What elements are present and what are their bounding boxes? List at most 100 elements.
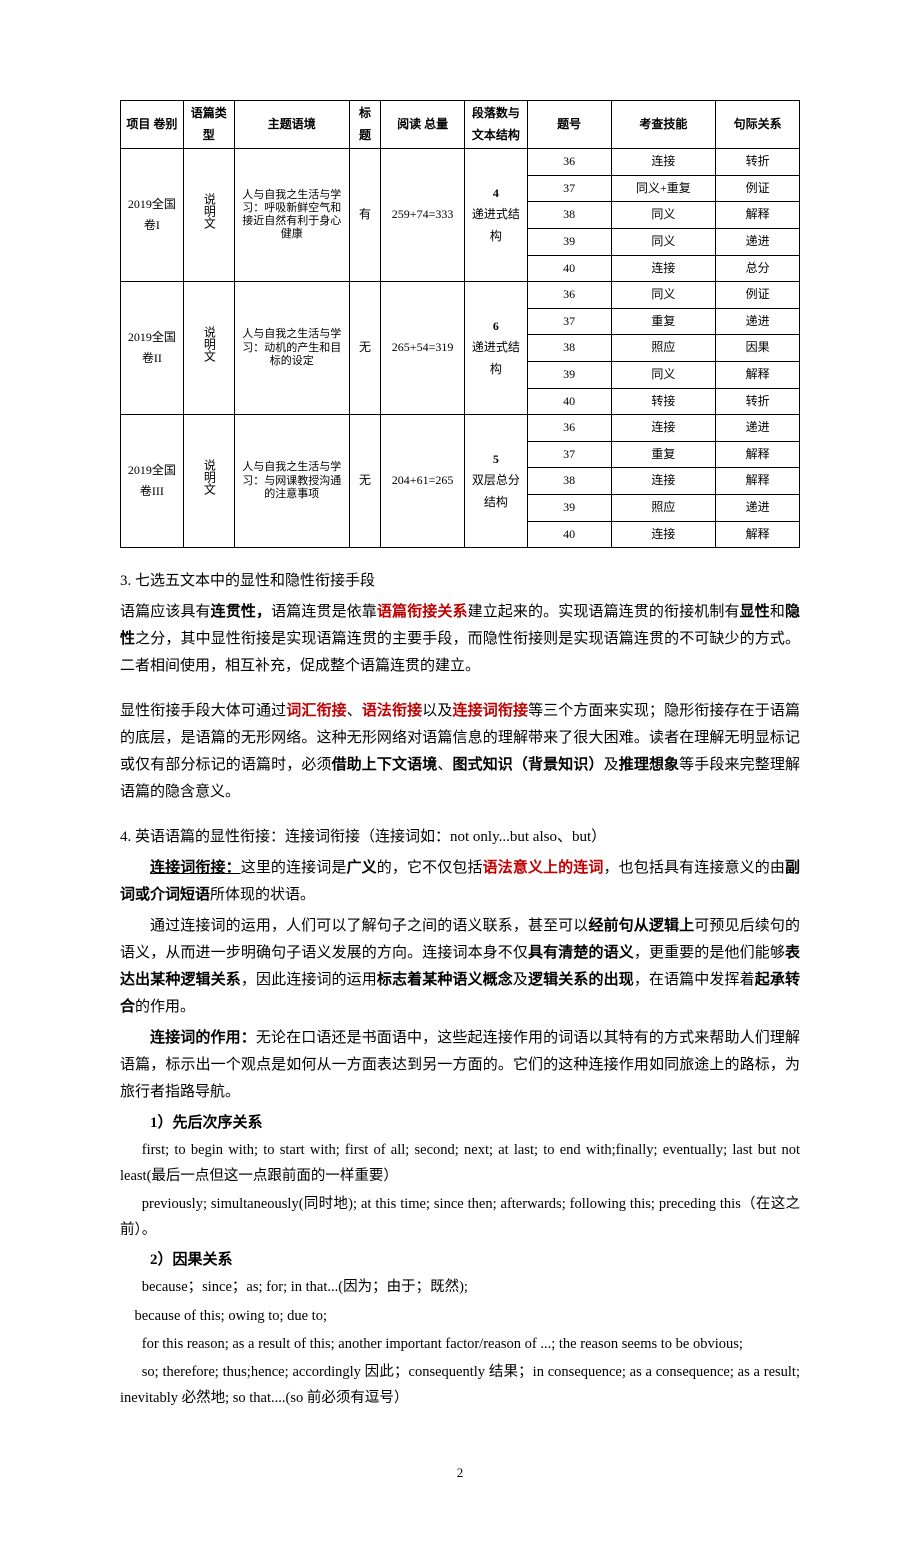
th-duanluo: 段落数与 文本结构 xyxy=(464,101,527,149)
cell-biaoti: 有 xyxy=(349,149,380,282)
cell-juji: 因果 xyxy=(716,335,800,362)
txt-bold: 经前句从逻辑上 xyxy=(588,918,694,934)
cell-duanluo: 5双层总分结构 xyxy=(464,415,527,548)
txt: 以及 xyxy=(422,703,452,719)
txt-bold: 连贯性， xyxy=(211,604,271,620)
txt-bold: 逻辑关系的出现 xyxy=(528,972,634,988)
txt: 及 xyxy=(513,972,528,988)
txt: 的作用。 xyxy=(135,999,195,1015)
txt-bold: 显性 xyxy=(740,604,770,620)
cell-kaocha: 同义 xyxy=(611,282,716,309)
section4-p1: 连接词衔接：这里的连接词是广义的，它不仅包括语法意义上的连词，也包括具有连接意义… xyxy=(120,855,800,909)
list1-b2: previously; simultaneously(同时地); at this… xyxy=(120,1191,800,1243)
cell-kaocha: 照应 xyxy=(611,335,716,362)
cell-juji: 解释 xyxy=(716,202,800,229)
table-row: 2019全国卷II说明文人与自我之生活与学习：动机的产生和目标的设定无265+5… xyxy=(121,282,800,309)
txt-bold: 具有清楚的语义 xyxy=(528,945,634,961)
cell-zhuti: 人与自我之生活与学习：动机的产生和目标的设定 xyxy=(234,282,349,415)
cell-zhuti: 人与自我之生活与学习：呼吸新鲜空气和接近自然有利于身心健康 xyxy=(234,149,349,282)
cell-kaocha: 连接 xyxy=(611,468,716,495)
cell-tihao: 39 xyxy=(527,494,611,521)
cell-kaocha: 连接 xyxy=(611,149,716,176)
th-xiangmu: 项目 卷别 xyxy=(121,101,184,149)
th-biaoti: 标题 xyxy=(349,101,380,149)
th-juji: 句际关系 xyxy=(716,101,800,149)
txt: ，更重要的是他们能够 xyxy=(634,945,785,961)
txt: 通过连接词的运用，人们可以了解句子之间的语义联系，甚至可以 xyxy=(150,918,588,934)
cell-kaocha: 连接 xyxy=(611,255,716,282)
cell-juji: 递进 xyxy=(716,308,800,335)
list2-b4: so; therefore; thus;hence; accordingly 因… xyxy=(120,1359,800,1411)
cell-biaoti: 无 xyxy=(349,282,380,415)
table-row: 2019全国卷III说明文人与自我之生活与学习：与网课教授沟通的注意事项无204… xyxy=(121,415,800,442)
txt: ，在语篇中发挥着 xyxy=(634,972,755,988)
cell-juji: 递进 xyxy=(716,494,800,521)
cell-juji: 转折 xyxy=(716,149,800,176)
section4-head: 4. 英语语篇的显性衔接：连接词衔接（连接词如：not only...but a… xyxy=(120,824,800,851)
list1-head: 1）先后次序关系 xyxy=(120,1110,800,1137)
txt: 建立起来的。实现语篇连贯的衔接机制有 xyxy=(468,604,740,620)
cell-tihao: 38 xyxy=(527,468,611,495)
cell-yupian: 说明文 xyxy=(183,149,234,282)
section3-head: 3. 七选五文本中的显性和隐性衔接手段 xyxy=(120,568,800,595)
list1-b1: first; to begin with; to start with; fir… xyxy=(120,1137,800,1189)
cell-juji: 例证 xyxy=(716,175,800,202)
txt: 语篇连贯是依靠 xyxy=(271,604,377,620)
txt: ，因此连接词的运用 xyxy=(241,972,377,988)
cell-juanbie: 2019全国卷I xyxy=(121,149,184,282)
analysis-table: 项目 卷别 语篇类型 主题语境 标题 阅读 总量 段落数与 文本结构 题号 考查… xyxy=(120,100,800,548)
cell-tihao: 36 xyxy=(527,415,611,442)
cell-juji: 递进 xyxy=(716,228,800,255)
cell-tihao: 37 xyxy=(527,308,611,335)
txt: 、 xyxy=(347,703,362,719)
cell-zhuti: 人与自我之生活与学习：与网课教授沟通的注意事项 xyxy=(234,415,349,548)
list2-b2: because of this; owing to; due to; xyxy=(120,1303,800,1329)
txt-bold-red: 语法衔接 xyxy=(362,703,422,719)
cell-kaocha: 同义+重复 xyxy=(611,175,716,202)
list2-b3: for this reason; as a result of this; an… xyxy=(120,1331,800,1357)
list2-b1: because；since；as; for; in that...(因为；由于；… xyxy=(120,1274,800,1300)
cell-kaocha: 照应 xyxy=(611,494,716,521)
txt: 的，它不仅包括 xyxy=(377,860,483,876)
cell-kaocha: 同义 xyxy=(611,202,716,229)
cell-kaocha: 同义 xyxy=(611,361,716,388)
cell-tihao: 38 xyxy=(527,202,611,229)
cell-tihao: 38 xyxy=(527,335,611,362)
cell-juji: 解释 xyxy=(716,521,800,548)
th-yuedu: 阅读 总量 xyxy=(381,101,465,149)
txt-bold-red: 连接词衔接 xyxy=(453,703,529,719)
cell-yuedu: 259+74=333 xyxy=(381,149,465,282)
th-kaocha: 考查技能 xyxy=(611,101,716,149)
cell-tihao: 40 xyxy=(527,521,611,548)
cell-tihao: 36 xyxy=(527,149,611,176)
cell-juanbie: 2019全国卷III xyxy=(121,415,184,548)
txt: 这里的连接词是 xyxy=(241,860,347,876)
th-zhuti: 主题语境 xyxy=(234,101,349,149)
txt-bold-uline: 连接词衔接： xyxy=(150,860,241,876)
txt: 语篇应该具有 xyxy=(120,604,211,620)
txt-bold-red: 词汇衔接 xyxy=(286,703,346,719)
cell-kaocha: 重复 xyxy=(611,308,716,335)
txt: ，也包括具有连接意义的由 xyxy=(604,860,785,876)
cell-juji: 例证 xyxy=(716,282,800,309)
txt-bold: 标志着某种语义概念 xyxy=(377,972,513,988)
cell-kaocha: 连接 xyxy=(611,521,716,548)
cell-juanbie: 2019全国卷II xyxy=(121,282,184,415)
th-tihao: 题号 xyxy=(527,101,611,149)
table-header-row: 项目 卷别 语篇类型 主题语境 标题 阅读 总量 段落数与 文本结构 题号 考查… xyxy=(121,101,800,149)
txt: 所体现的状语。 xyxy=(210,887,315,903)
txt-bold-red: 语篇衔接关系 xyxy=(377,604,468,620)
cell-kaocha: 转接 xyxy=(611,388,716,415)
cell-tihao: 36 xyxy=(527,282,611,309)
cell-yupian: 说明文 xyxy=(183,282,234,415)
page-number: 2 xyxy=(120,1461,800,1484)
cell-duanluo: 4递进式结构 xyxy=(464,149,527,282)
txt: 显性衔接手段大体可通过 xyxy=(120,703,286,719)
th-yupian: 语篇类型 xyxy=(183,101,234,149)
txt-bold: 连接词的作用： xyxy=(150,1030,256,1046)
cell-tihao: 39 xyxy=(527,228,611,255)
txt-bold: 借助上下文语境 xyxy=(332,757,438,773)
cell-biaoti: 无 xyxy=(349,415,380,548)
cell-kaocha: 连接 xyxy=(611,415,716,442)
txt-bold: 推理想象 xyxy=(619,757,679,773)
